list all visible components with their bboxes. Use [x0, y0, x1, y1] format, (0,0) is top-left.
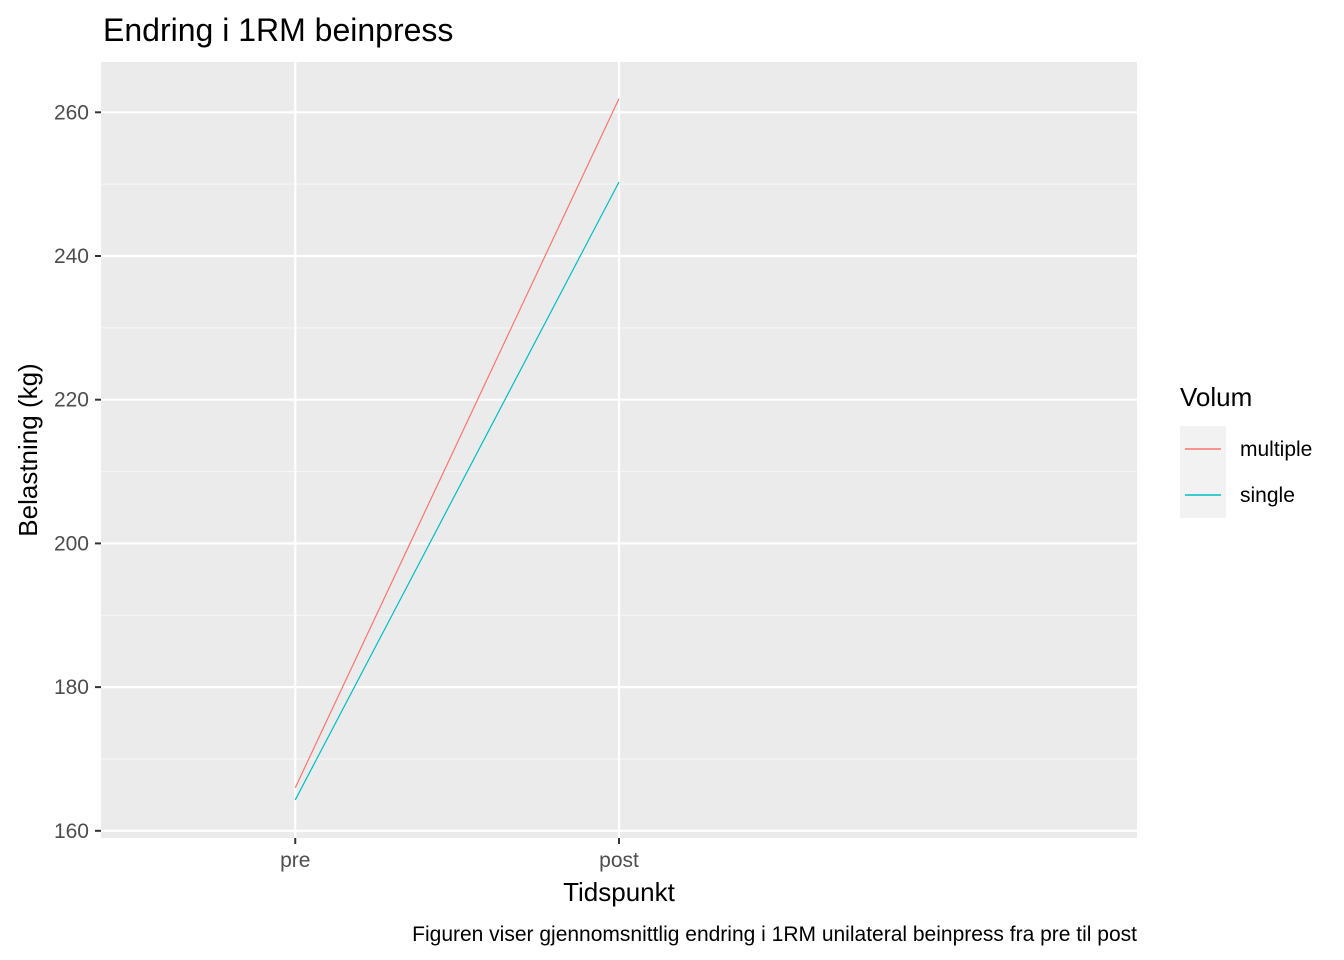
legend-label-single: single	[1240, 484, 1295, 507]
legend: Volum multiple single	[1180, 382, 1312, 518]
y-axis: 160 180 200 220 240 260	[54, 101, 101, 843]
series-lines	[294, 98, 620, 801]
series-line-single	[294, 181, 620, 801]
y-tick-label: 160	[54, 820, 89, 843]
y-tick-label: 200	[54, 532, 89, 555]
series-line-multiple	[294, 98, 620, 788]
legend-title: Volum	[1180, 382, 1252, 412]
x-axis-title: Tidspunkt	[563, 877, 676, 907]
major-gridlines	[101, 62, 1137, 838]
x-tick-label: post	[599, 849, 639, 872]
chart-title: Endring i 1RM beinpress	[103, 12, 453, 48]
y-tick-label: 240	[54, 245, 89, 268]
x-tick-label: pre	[280, 849, 310, 872]
y-axis-title: Belastning (kg)	[13, 363, 43, 536]
legend-label-multiple: multiple	[1240, 438, 1312, 461]
y-tick-label: 220	[54, 389, 89, 412]
chart-caption: Figuren viser gjennomsnittlig endring i …	[412, 923, 1137, 946]
y-tick-label: 180	[54, 676, 89, 699]
x-axis: pre post	[280, 838, 639, 872]
y-tick-label: 260	[54, 101, 89, 124]
